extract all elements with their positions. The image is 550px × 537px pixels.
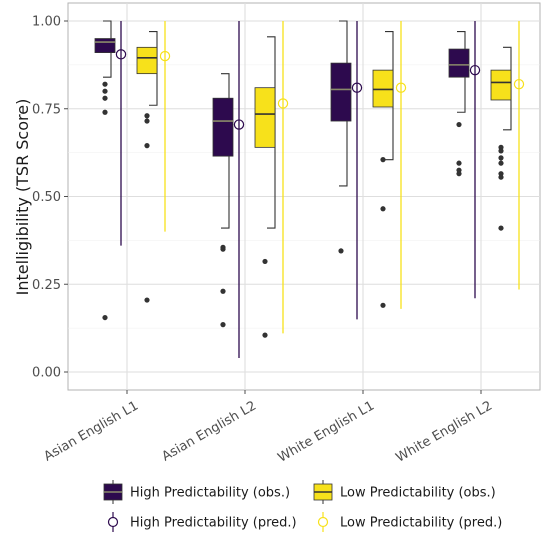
low-outlier-point (498, 160, 504, 166)
low-pred-point (159, 50, 171, 62)
high-outlier-point (456, 171, 462, 177)
high-outlier-point (102, 81, 108, 87)
y-tick-label: 1.00 (32, 15, 61, 30)
low-outlier-point (262, 332, 268, 338)
high-box (448, 48, 470, 78)
x-tick-label: Asian English L1 (42, 398, 141, 464)
y-tick-label: 0.00 (32, 366, 61, 381)
y-tick-label: 0.25 (32, 278, 61, 293)
low-outlier-point (498, 155, 504, 161)
high-pred-point (115, 49, 127, 60)
high-outlier-point (456, 160, 462, 166)
low-box (254, 87, 276, 148)
low-outlier-point (144, 297, 150, 303)
legend-key-point (317, 516, 329, 528)
low-outlier-point (380, 302, 386, 308)
low-outlier-point (498, 174, 504, 180)
low-pred-point (395, 82, 407, 93)
high-box (94, 38, 116, 53)
low-box (136, 46, 158, 75)
high-outlier-point (456, 121, 462, 128)
low-outlier-point (380, 157, 386, 163)
high-pred-point (233, 119, 245, 130)
legend-label: High Predictability (obs.) (130, 486, 290, 501)
low-pred-point (277, 98, 289, 109)
low-outlier-point (380, 206, 386, 212)
high-box (212, 97, 234, 157)
legend-key-point (107, 516, 119, 528)
x-tick-label: Asian English L2 (160, 398, 259, 464)
high-outlier-point (338, 248, 344, 254)
high-outlier-point (102, 95, 108, 101)
low-outlier-point (144, 143, 150, 149)
legend-label: High Predictability (pred.) (130, 516, 297, 531)
legend-label: Low Predictability (pred.) (340, 516, 502, 531)
high-outlier-point (102, 88, 108, 94)
legend-label: Low Predictability (obs.) (340, 486, 496, 501)
high-outlier-point (102, 109, 108, 115)
y-axis-label: Intelligibility (TSR Score) (13, 99, 32, 296)
y-tick-label: 0.75 (32, 102, 61, 117)
low-pred-point (513, 78, 525, 90)
x-tick-label: White English L2 (394, 398, 495, 465)
high-outlier-point (102, 314, 108, 321)
y-tick-label: 0.50 (32, 190, 61, 205)
x-tick-label: White English L1 (276, 398, 377, 465)
high-box (330, 62, 352, 122)
high-pred-point (351, 82, 363, 93)
chart-marks (94, 20, 525, 358)
low-box (490, 69, 512, 101)
high-pred-point (469, 64, 481, 76)
low-outlier-point (144, 118, 150, 124)
legend: High Predictability (obs.) Low Predictabi… (103, 480, 502, 532)
grid (68, 3, 540, 390)
high-outlier-point (220, 288, 226, 294)
high-outlier-point (220, 246, 226, 252)
high-outlier-point (220, 322, 226, 328)
low-outlier-point (144, 113, 150, 119)
low-outlier-point (262, 258, 268, 265)
low-outlier-point (498, 225, 504, 231)
low-box (372, 69, 394, 108)
low-outlier-point (498, 148, 504, 154)
